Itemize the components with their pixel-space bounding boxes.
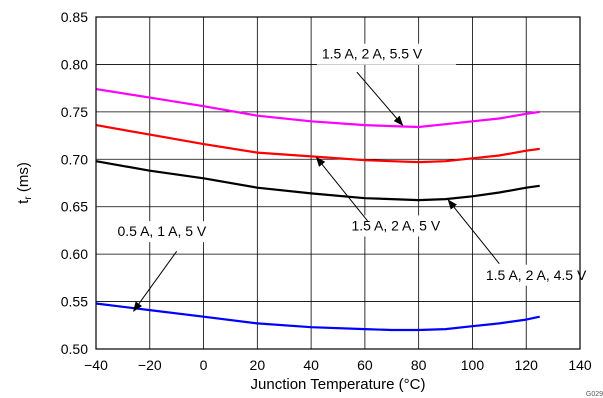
x-tick-label: 120 (515, 357, 539, 373)
annotation-arrow (447, 199, 500, 264)
annotation-arrow (315, 156, 368, 222)
series-group (95, 88, 540, 332)
figure-id: G029 (586, 391, 603, 398)
x-tick-label: 80 (411, 357, 427, 373)
x-tick-label: 100 (461, 357, 485, 373)
annotation-label: 1.5 A, 2 A, 5 V (351, 217, 440, 233)
y-tick-label: 0.85 (61, 9, 88, 25)
x-tick-labels: −40 −20 0 20 40 60 80 100 120 140 (84, 357, 592, 373)
y-tick-label: 0.70 (61, 151, 88, 167)
y-tick-labels: 0.50 0.55 0.60 0.65 0.70 0.75 0.80 0.85 (61, 9, 88, 357)
y-axis-title-unit: (ms) (15, 162, 32, 196)
y-axis-title-main: t (15, 199, 32, 204)
y-tick-label: 0.60 (61, 246, 88, 262)
annotation-background (346, 215, 471, 237)
series-line (95, 160, 540, 202)
y-tick-label: 0.55 (61, 294, 88, 310)
annotation-background (316, 43, 457, 65)
y-tick-label: 0.75 (61, 104, 88, 120)
y-axis-title-sub: r (23, 196, 34, 200)
annotation-label: 1.5 A, 2 A, 4.5 V (486, 267, 587, 283)
y-axis-title: tr (ms) (15, 162, 34, 204)
x-tick-label: 20 (250, 357, 266, 373)
y-tick-label: 0.65 (61, 199, 88, 215)
x-tick-label: 140 (568, 357, 592, 373)
series-line (95, 88, 540, 129)
series-line (95, 124, 540, 164)
annotation-label: 1.5 A, 2 A, 5.5 V (322, 46, 423, 62)
series-line (95, 302, 540, 332)
x-axis-title: Junction Temperature (°C) (251, 376, 426, 393)
plot-frame (95, 16, 581, 350)
annotation-background (112, 221, 237, 243)
x-tick-label: 60 (357, 357, 373, 373)
y-tick-label: 0.80 (61, 56, 88, 72)
annotation-label: 0.5 A, 1 A, 5 V (118, 223, 207, 239)
annotation-group: 1.5 A, 2 A, 5.5 V 1.5 A, 2 A, 5 V 1.5 A, 2… (112, 43, 603, 312)
x-tick-label: −40 (84, 357, 108, 373)
annotation-arrow (356, 71, 404, 126)
x-tick-label: −20 (138, 357, 162, 373)
x-tick-label: 0 (200, 357, 208, 373)
annotation-arrow (133, 251, 178, 312)
annotation-background (480, 264, 603, 286)
x-tick-label: 40 (303, 357, 319, 373)
y-tick-label: 0.50 (61, 341, 88, 357)
